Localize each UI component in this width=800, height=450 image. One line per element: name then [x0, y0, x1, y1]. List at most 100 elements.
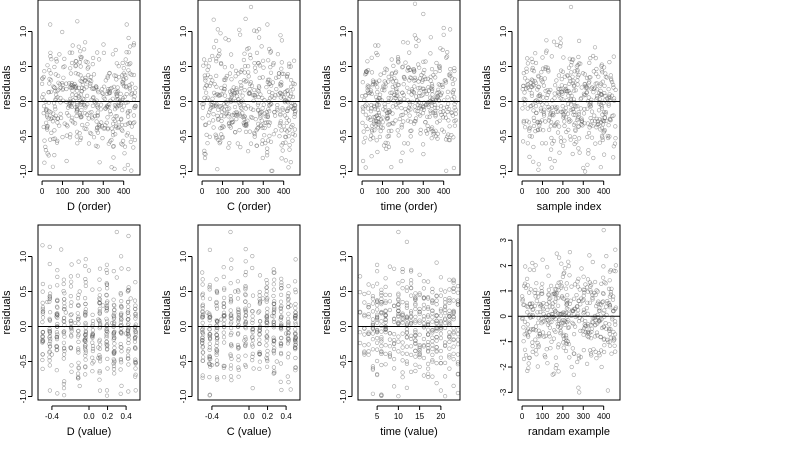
residual-point [437, 118, 442, 123]
residual-point [254, 50, 260, 56]
residual-point [396, 334, 401, 339]
residual-point [208, 74, 213, 80]
residual-point [405, 68, 410, 73]
residual-point [558, 280, 563, 285]
residual-point [455, 284, 461, 289]
residual-point [589, 135, 595, 140]
residual-point [222, 325, 227, 330]
residual-point [112, 102, 117, 108]
residual-point [426, 104, 431, 109]
residual-point [383, 313, 388, 318]
residual-point [119, 141, 124, 146]
residual-point [272, 308, 277, 313]
residual-point [597, 353, 602, 358]
residual-point [553, 296, 559, 301]
residual-point [47, 327, 52, 332]
residual-point [438, 313, 444, 318]
residual-point [401, 40, 406, 45]
residual-point [97, 377, 102, 382]
residual-point [103, 78, 108, 83]
residual-point [68, 274, 73, 279]
residual-point [537, 331, 542, 336]
residual-point [438, 93, 443, 98]
residual-point [570, 346, 575, 351]
residual-point [279, 143, 284, 148]
residual-point [219, 109, 225, 114]
residual-point [424, 128, 429, 134]
residual-point [594, 330, 600, 335]
residual-point [381, 143, 387, 148]
x-axis-title: time (value) [380, 426, 437, 438]
residual-point [593, 304, 599, 309]
residual-point [421, 355, 427, 361]
residual-point [54, 140, 60, 145]
residual-point [133, 316, 138, 321]
residual-point [381, 107, 386, 112]
residual-point [120, 73, 125, 78]
residual-point [443, 360, 448, 366]
residual-point [236, 113, 241, 118]
residual-point [426, 320, 431, 325]
residual-point [73, 71, 78, 76]
residual-point [434, 345, 439, 350]
residual-point [566, 325, 572, 330]
residual-point [40, 357, 45, 363]
residual-point [438, 287, 444, 292]
residual-point [558, 331, 563, 336]
residual-point [438, 336, 444, 341]
residual-point [439, 90, 444, 95]
residual-point [90, 328, 95, 333]
residual-point [552, 83, 558, 88]
residual-point [566, 117, 572, 122]
residual-point [434, 60, 439, 66]
residual-point [293, 368, 298, 373]
residual-point [452, 68, 457, 74]
residual-point [564, 306, 570, 311]
residual-point [69, 363, 74, 368]
residual-point [106, 141, 111, 146]
residual-point [250, 354, 255, 359]
residual-point [371, 114, 376, 120]
residual-point [214, 337, 219, 342]
residual-point [428, 110, 433, 115]
residual-point [272, 305, 277, 310]
residual-point [58, 111, 63, 116]
residual-point [286, 337, 291, 342]
residual-point [607, 278, 612, 283]
residual-point [533, 324, 539, 329]
residual-point [243, 119, 248, 125]
residual-point [551, 138, 557, 144]
residual-point [271, 371, 276, 376]
residual-point [607, 59, 612, 65]
residual-point [264, 343, 269, 348]
residual-point [272, 338, 277, 343]
residual-point [557, 150, 562, 155]
residual-point [83, 312, 88, 317]
residual-point [607, 322, 612, 327]
residual-point [271, 270, 276, 275]
residual-point [396, 281, 401, 286]
residual-point [445, 89, 451, 94]
residual-point [284, 73, 290, 79]
residual-point [434, 321, 439, 326]
residual-point [265, 146, 270, 151]
residual-point [571, 109, 576, 114]
residual-point [434, 335, 439, 340]
residual-point [426, 361, 431, 367]
residual-point [613, 307, 618, 312]
residual-point [439, 104, 444, 109]
residual-point [451, 311, 456, 316]
residual-point [243, 122, 249, 127]
residual-point [214, 358, 219, 363]
residual-point [265, 352, 270, 358]
residual-point [126, 331, 131, 336]
residual-point [417, 306, 422, 312]
residual-point [585, 277, 591, 282]
residual-point [248, 56, 253, 61]
residual-point [550, 292, 556, 297]
residual-point [278, 299, 284, 304]
residual-point [126, 321, 131, 326]
residual-point [250, 327, 255, 332]
residual-point [278, 361, 284, 366]
